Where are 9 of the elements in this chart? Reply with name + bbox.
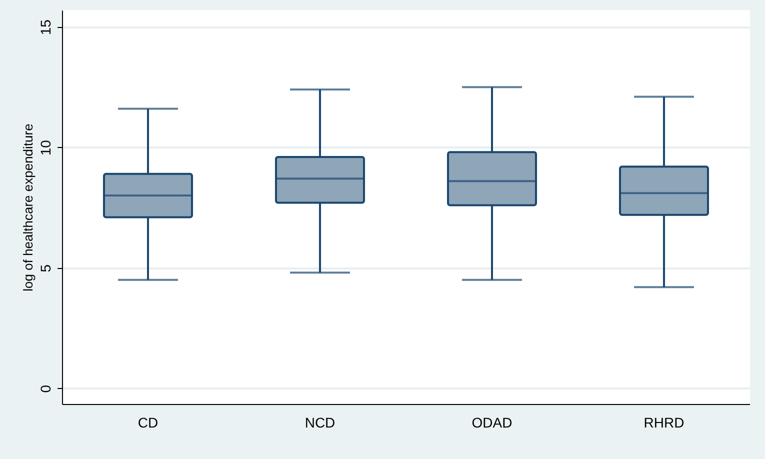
x-tick-label: RHRD bbox=[644, 414, 684, 430]
y-tick-label: 5 bbox=[38, 264, 54, 272]
x-tick-label: NCD bbox=[304, 414, 336, 430]
y-tick-label: 15 bbox=[38, 19, 54, 36]
y-tick-label: 10 bbox=[38, 140, 54, 156]
x-tick-label: CD bbox=[138, 414, 158, 430]
y-axis-title: log of healthcare expenditure bbox=[20, 124, 36, 292]
y-tick-label: 0 bbox=[38, 384, 54, 393]
x-tick-label: ODAD bbox=[472, 414, 512, 430]
